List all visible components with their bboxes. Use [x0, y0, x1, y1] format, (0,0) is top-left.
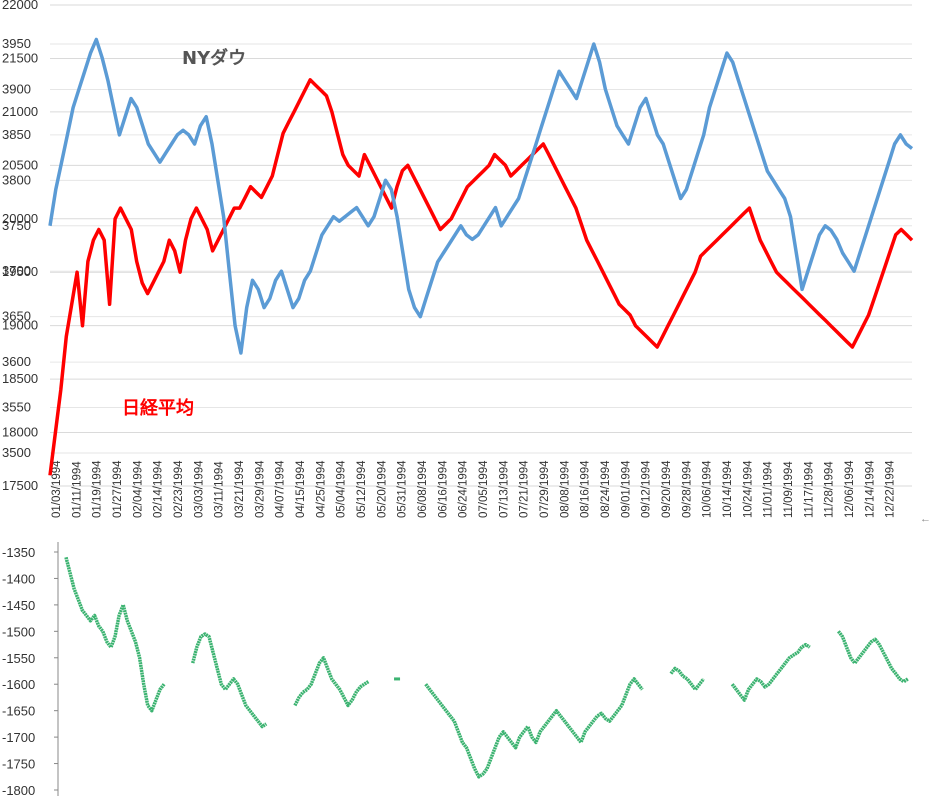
x-tick-label: 02/14/1994: [153, 460, 165, 518]
right-tick-label: 3600: [2, 354, 31, 369]
bottom-tick-label: -1500: [2, 624, 35, 639]
x-tick-label: 07/05/1994: [478, 460, 490, 518]
left-tick-label: 19000: [2, 318, 38, 333]
annotation-nikkei: 日経平均: [122, 397, 194, 419]
x-tick-label: 09/12/1994: [641, 460, 653, 518]
bottom-tick-label: -1650: [2, 704, 35, 719]
x-tick-label: 05/04/1994: [336, 460, 348, 518]
right-tick-label: 3800: [2, 172, 31, 187]
bottom-tick-label: -1400: [2, 571, 35, 586]
bottom-tick-label: -1750: [2, 757, 35, 772]
annotation-nydow: NYダウ: [182, 47, 246, 69]
x-tick-label: 07/21/1994: [519, 460, 531, 518]
bottom-y-axis: -1350 -1400 -1450 -1500 -1550 -1600 -1650 -1700…: [2, 542, 59, 796]
left-axis-ticks: 22000 21500 21000 20500 20000 19500 19000 18500…: [2, 0, 38, 493]
series-segment-green: [669, 666, 705, 692]
left-tick-label: 20500: [2, 157, 38, 172]
x-tick-label: 01/03/1994: [51, 460, 63, 518]
bottom-tick-label: -1350: [2, 545, 35, 560]
x-tick-label: 09/20/1994: [661, 460, 673, 518]
x-tick-label: 05/20/1994: [376, 460, 388, 518]
x-tick-label: 01/19/1994: [92, 460, 104, 518]
x-tick-label: 10/14/1994: [722, 460, 734, 518]
left-tick-label: 21000: [2, 104, 38, 119]
x-tick-label: 10/06/1994: [702, 460, 714, 518]
x-tick-label: 05/31/1994: [397, 460, 409, 518]
right-tick-label: 3950: [2, 36, 31, 51]
left-tick-label: 21500: [2, 50, 38, 65]
right-tick-label: 3900: [2, 81, 31, 96]
top-series: [48, 37, 914, 476]
right-tick-label: 3850: [2, 127, 31, 142]
series-line-nikkei: [48, 78, 914, 476]
series-line-nydow: [48, 37, 914, 355]
left-tick-label: 18000: [2, 425, 38, 440]
x-tick-label: 02/23/1994: [173, 460, 185, 518]
arrow-left-icon: ←: [920, 513, 929, 525]
x-tick-label: 12/22/1994: [885, 460, 897, 518]
x-tick-label: 12/06/1994: [844, 460, 856, 518]
x-tick-label: 02/04/1994: [132, 460, 144, 518]
left-tick-label: 22000: [2, 0, 38, 12]
bottom-series: [64, 556, 909, 779]
x-tick-label: 09/28/1994: [681, 460, 693, 518]
x-tick-label: 03/03/1994: [193, 460, 205, 518]
series-segment-green: [191, 632, 268, 729]
bottom-tick-label: -1450: [2, 598, 35, 613]
x-tick-label: 04/07/1994: [275, 460, 287, 518]
x-tick-label: 08/16/1994: [580, 460, 592, 518]
series-segment-green: [730, 642, 811, 702]
left-tick-label: 17500: [2, 478, 38, 493]
bottom-tick-label: -1550: [2, 651, 35, 666]
x-tick-label: 06/08/1994: [417, 460, 429, 518]
bottom-chart: -1350 -1400 -1450 -1500 -1550 -1600 -1650 -1700…: [2, 542, 909, 796]
left-tick-label: 19500: [2, 264, 38, 279]
x-tick-label: 06/16/1994: [437, 460, 449, 518]
x-tick-label: 05/12/1994: [356, 460, 368, 518]
series-segment-green: [64, 556, 166, 713]
x-tick-label: 07/13/1994: [498, 460, 510, 518]
x-tick-label: 01/27/1994: [112, 460, 124, 518]
x-tick-label: 03/21/1994: [234, 460, 246, 518]
x-tick-label: 01/11/1994: [71, 461, 83, 518]
x-tick-label: 09/01/1994: [620, 460, 632, 518]
top-gridlines: [50, 4, 912, 487]
right-tick-label: 3550: [2, 400, 31, 415]
x-tick-label: 07/29/1994: [539, 460, 551, 518]
bottom-tick-label: -1600: [2, 677, 35, 692]
x-tick-label: 11/28/1994: [824, 461, 836, 518]
series-segment-green: [424, 677, 644, 779]
x-tick-label: 08/08/1994: [559, 460, 571, 518]
top-chart: 22000 21500 21000 20500 20000 19500 19000 18500…: [2, 0, 914, 518]
right-tick-label: 3650: [2, 309, 31, 324]
x-tick-label: 04/15/1994: [295, 460, 307, 518]
right-tick-label: 3750: [2, 218, 31, 233]
series-segment-green: [837, 630, 909, 684]
x-tick-label: 11/01/1994: [763, 461, 775, 518]
x-tick-label: 11/09/1994: [783, 461, 795, 518]
x-tick-label: 03/11/1994: [214, 461, 226, 518]
series-segment-green: [293, 656, 370, 708]
x-tick-label: 04/25/1994: [315, 460, 327, 518]
left-tick-label: 20000: [2, 211, 38, 226]
x-tick-label: 12/14/1994: [864, 460, 876, 518]
x-tick-label: 06/24/1994: [458, 460, 470, 518]
right-tick-label: 3700: [2, 263, 31, 278]
left-tick-label: 18500: [2, 371, 38, 386]
x-tick-label: 10/24/1994: [742, 460, 754, 518]
x-axis-ticks: 01/03/1994 01/11/1994 01/19/1994 01/27/1994…: [51, 460, 897, 518]
bottom-tick-label: -1800: [2, 783, 35, 796]
x-tick-label: 11/17/1994: [803, 461, 815, 518]
bottom-tick-label: -1700: [2, 730, 35, 745]
right-axis-ticks: 3950 3900 3850 3800 3750 3700 3650 3600 3550 3500: [2, 36, 31, 460]
x-tick-label: 03/29/1994: [254, 460, 266, 518]
x-tick-label: 08/24/1994: [600, 460, 612, 518]
right-tick-label: 3500: [2, 445, 31, 460]
